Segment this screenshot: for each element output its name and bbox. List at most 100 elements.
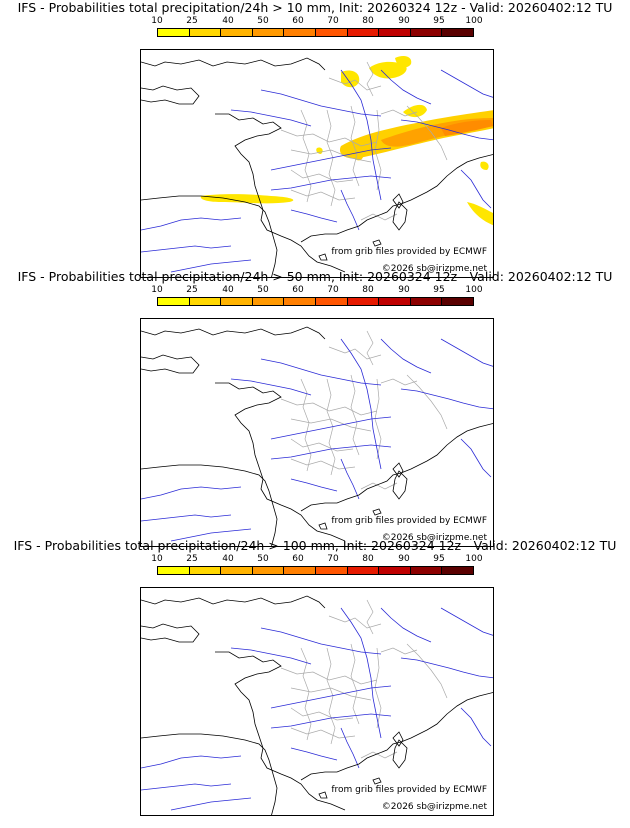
river-line (270, 416, 392, 440)
river-line (340, 458, 360, 500)
border-line (328, 615, 382, 629)
colorbar-tick: 95 (433, 285, 445, 295)
border-line (350, 643, 360, 725)
colorbar-swatch (347, 29, 380, 36)
colorbar-tick: 60 (292, 285, 304, 295)
map-view[interactable]: from grib files provided by ECMWF ©2026 … (140, 587, 494, 816)
colorbar-swatch (284, 29, 316, 36)
river-line (340, 727, 360, 769)
france-map (141, 326, 493, 546)
border-line (290, 458, 356, 470)
border-line (290, 707, 354, 721)
river-line (340, 338, 382, 470)
colorbar-tick: 50 (257, 554, 269, 564)
border-line (290, 169, 354, 183)
border-line (380, 647, 418, 655)
border-line (380, 378, 418, 386)
border-line (290, 438, 354, 452)
river-line (230, 109, 312, 127)
river-line (141, 217, 242, 231)
colorbar-tick: 95 (433, 554, 445, 564)
river-line (290, 209, 338, 223)
border-line (366, 599, 374, 635)
river-line (141, 783, 232, 791)
colorbar-swatch (442, 567, 473, 574)
river-line (460, 438, 492, 478)
river-line (440, 69, 493, 98)
panel-prob-50mm: IFS - Probabilities total precipitation/… (0, 269, 630, 547)
border-line (374, 647, 382, 729)
copyright: ©2026 sb@irizpme.net (381, 264, 487, 274)
river-line (170, 528, 252, 542)
coastline (392, 201, 408, 231)
precip-area (403, 104, 427, 118)
colorbar-tick: 10 (151, 554, 163, 564)
border-line (300, 647, 312, 741)
coastline (300, 423, 493, 512)
colorbar-tick-labels: 10 25 40 50 60 70 80 90 95 100 (140, 554, 492, 566)
river-line (400, 388, 493, 410)
river-line (141, 514, 232, 522)
colorbar-swatch (284, 298, 316, 305)
coastline (392, 470, 408, 500)
map-view[interactable]: from grib files provided by ECMWF ©2026 … (140, 49, 494, 278)
colorbar-swatch (189, 29, 222, 36)
border-line (366, 330, 374, 366)
colorbar-swatch (379, 298, 411, 305)
colorbar-swatch (315, 298, 348, 305)
coastline (141, 464, 278, 546)
coastline (141, 326, 326, 340)
colorbar-tick: 25 (186, 554, 198, 564)
coastline (141, 85, 200, 105)
colorbar-swatch (315, 29, 348, 36)
river-line (141, 245, 232, 253)
coastline (318, 791, 328, 799)
coastline (318, 522, 328, 530)
colorbar-tick: 25 (186, 16, 198, 26)
colorbar-swatch (252, 567, 285, 574)
river-line (340, 69, 382, 201)
border-line (280, 667, 378, 685)
colorbar-swatch (158, 298, 190, 305)
river-line (270, 713, 392, 729)
border-line (290, 149, 372, 163)
coastline (318, 253, 328, 261)
probability-colorbar: 10 25 40 50 60 70 80 90 95 100 (140, 285, 492, 317)
panel-title: IFS - Probabilities total precipitation/… (17, 0, 613, 15)
colorbar-swatch (347, 298, 380, 305)
colorbar-tick-labels: 10 25 40 50 60 70 80 90 95 100 (140, 285, 492, 297)
river-line (380, 69, 432, 105)
rivers (141, 69, 493, 273)
rivers (141, 607, 493, 811)
river-line (170, 797, 252, 811)
colorbar-swatch (284, 567, 316, 574)
colorbar-swatch (410, 567, 443, 574)
precip-area (341, 70, 360, 88)
river-line (270, 147, 392, 171)
coastline (300, 692, 493, 781)
copyright: ©2026 sb@irizpme.net (381, 802, 487, 812)
panel-title: IFS - Probabilities total precipitation/… (13, 538, 617, 553)
map-view[interactable]: from grib files provided by ECMWF ©2026 … (140, 318, 494, 547)
admin-borders (280, 599, 448, 759)
precip-area (200, 194, 294, 204)
colorbar-tick: 70 (327, 285, 339, 295)
colorbar-tick: 90 (398, 554, 410, 564)
river-line (270, 175, 392, 191)
panel-prob-100mm: IFS - Probabilities total precipitation/… (0, 538, 630, 816)
colorbar-swatch (221, 298, 253, 305)
river-line (141, 755, 242, 769)
colorbar-tick: 95 (433, 16, 445, 26)
colorbar-swatches (157, 297, 474, 306)
france-map (141, 56, 493, 277)
coastline (215, 651, 346, 811)
river-line (260, 627, 382, 655)
border-line (366, 61, 374, 97)
river-line (270, 444, 392, 460)
colorbar-tick: 40 (222, 554, 234, 564)
colorbar-swatch (189, 567, 222, 574)
precip-area (395, 56, 412, 68)
river-line (290, 478, 338, 492)
colorbar-tick: 100 (465, 16, 483, 26)
colorbar-tick: 80 (362, 285, 374, 295)
